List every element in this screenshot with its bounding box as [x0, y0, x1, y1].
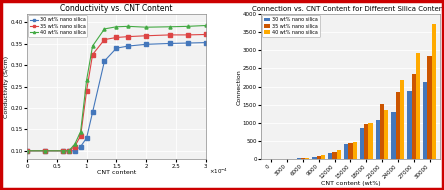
- 35 wt% nano silica: [66, 150, 71, 152]
- 35 wt% nano silica: [72, 145, 77, 148]
- Y-axis label: Conductivity (S/cm): Conductivity (S/cm): [4, 56, 9, 118]
- 35 wt% nano silica: [203, 33, 209, 36]
- Legend: 30 wt% nano silica, 35 wt% nano silica, 40 wt% nano silica: 30 wt% nano silica, 35 wt% nano silica, …: [28, 15, 87, 37]
- 30 wt% nano silica: [78, 145, 83, 148]
- 35 wt% nano silica: [167, 34, 173, 36]
- 30 wt% nano silica: [143, 43, 149, 45]
- 40 wt% nano silica: [60, 150, 65, 152]
- 30 wt% nano silica: [126, 45, 131, 47]
- X-axis label: CNT content (wt%): CNT content (wt%): [321, 181, 380, 186]
- 40 wt% nano silica: [114, 26, 119, 28]
- Bar: [380, 104, 384, 159]
- 35 wt% nano silica: [42, 150, 48, 152]
- 30 wt% nano silica: [114, 47, 119, 49]
- 30 wt% nano silica: [185, 42, 190, 44]
- 30 wt% nano silica: [24, 150, 30, 152]
- 40 wt% nano silica: [24, 150, 30, 152]
- Bar: [400, 81, 404, 159]
- 35 wt% nano silica: [78, 135, 83, 137]
- 35 wt% nano silica: [102, 38, 107, 41]
- Bar: [353, 142, 357, 159]
- 30 wt% nano silica: [60, 150, 65, 152]
- Bar: [301, 158, 305, 159]
- 40 wt% nano silica: [185, 25, 190, 28]
- 40 wt% nano silica: [84, 79, 89, 81]
- 40 wt% nano silica: [167, 26, 173, 28]
- Title: Connection vs. CNT Content for Different Silica Contents: Connection vs. CNT Content for Different…: [252, 6, 444, 12]
- Bar: [333, 152, 337, 159]
- Bar: [297, 158, 301, 159]
- 30 wt% nano silica: [66, 150, 71, 152]
- Bar: [360, 128, 364, 159]
- X-axis label: CNT content: CNT content: [97, 170, 136, 175]
- Bar: [337, 150, 341, 159]
- Bar: [396, 93, 400, 159]
- 35 wt% nano silica: [114, 36, 119, 39]
- 40 wt% nano silica: [126, 25, 131, 28]
- 35 wt% nano silica: [185, 34, 190, 36]
- Bar: [348, 143, 353, 159]
- 30 wt% nano silica: [102, 60, 107, 62]
- 30 wt% nano silica: [90, 111, 95, 113]
- 35 wt% nano silica: [84, 90, 89, 92]
- Line: 40 wt% nano silica: 40 wt% nano silica: [25, 24, 207, 152]
- 35 wt% nano silica: [60, 150, 65, 152]
- Legend: 30 wt% nano silica, 35 wt% nano silica, 40 wt% nano silica: 30 wt% nano silica, 35 wt% nano silica, …: [262, 15, 320, 37]
- Bar: [416, 53, 420, 159]
- 30 wt% nano silica: [167, 42, 173, 45]
- Bar: [369, 123, 373, 159]
- 40 wt% nano silica: [90, 45, 95, 47]
- 35 wt% nano silica: [24, 150, 30, 152]
- Bar: [423, 82, 428, 159]
- 30 wt% nano silica: [84, 137, 89, 139]
- 40 wt% nano silica: [78, 130, 83, 133]
- Bar: [407, 91, 412, 159]
- 35 wt% nano silica: [90, 53, 95, 56]
- 40 wt% nano silica: [42, 150, 48, 152]
- Bar: [317, 156, 321, 159]
- Bar: [364, 124, 369, 159]
- Line: 35 wt% nano silica: 35 wt% nano silica: [25, 33, 207, 152]
- Bar: [432, 24, 436, 159]
- 30 wt% nano silica: [42, 150, 48, 152]
- Title: Conductivity vs. CNT Content: Conductivity vs. CNT Content: [60, 4, 173, 13]
- Bar: [392, 112, 396, 159]
- Text: $\times10^{-4}$: $\times10^{-4}$: [210, 166, 229, 176]
- 35 wt% nano silica: [126, 36, 131, 38]
- Bar: [428, 56, 432, 159]
- Bar: [305, 158, 309, 159]
- 40 wt% nano silica: [72, 143, 77, 146]
- Bar: [328, 153, 333, 159]
- Bar: [312, 157, 317, 159]
- Bar: [412, 74, 416, 159]
- 40 wt% nano silica: [143, 26, 149, 28]
- Bar: [344, 144, 348, 159]
- Bar: [384, 110, 388, 159]
- Y-axis label: Connection: Connection: [237, 69, 242, 105]
- Bar: [321, 155, 325, 159]
- 40 wt% nano silica: [66, 150, 71, 152]
- 40 wt% nano silica: [203, 24, 209, 27]
- Bar: [376, 120, 380, 159]
- 40 wt% nano silica: [102, 28, 107, 30]
- Line: 30 wt% nano silica: 30 wt% nano silica: [25, 41, 207, 152]
- 30 wt% nano silica: [72, 150, 77, 152]
- 30 wt% nano silica: [203, 41, 209, 44]
- 35 wt% nano silica: [143, 35, 149, 37]
